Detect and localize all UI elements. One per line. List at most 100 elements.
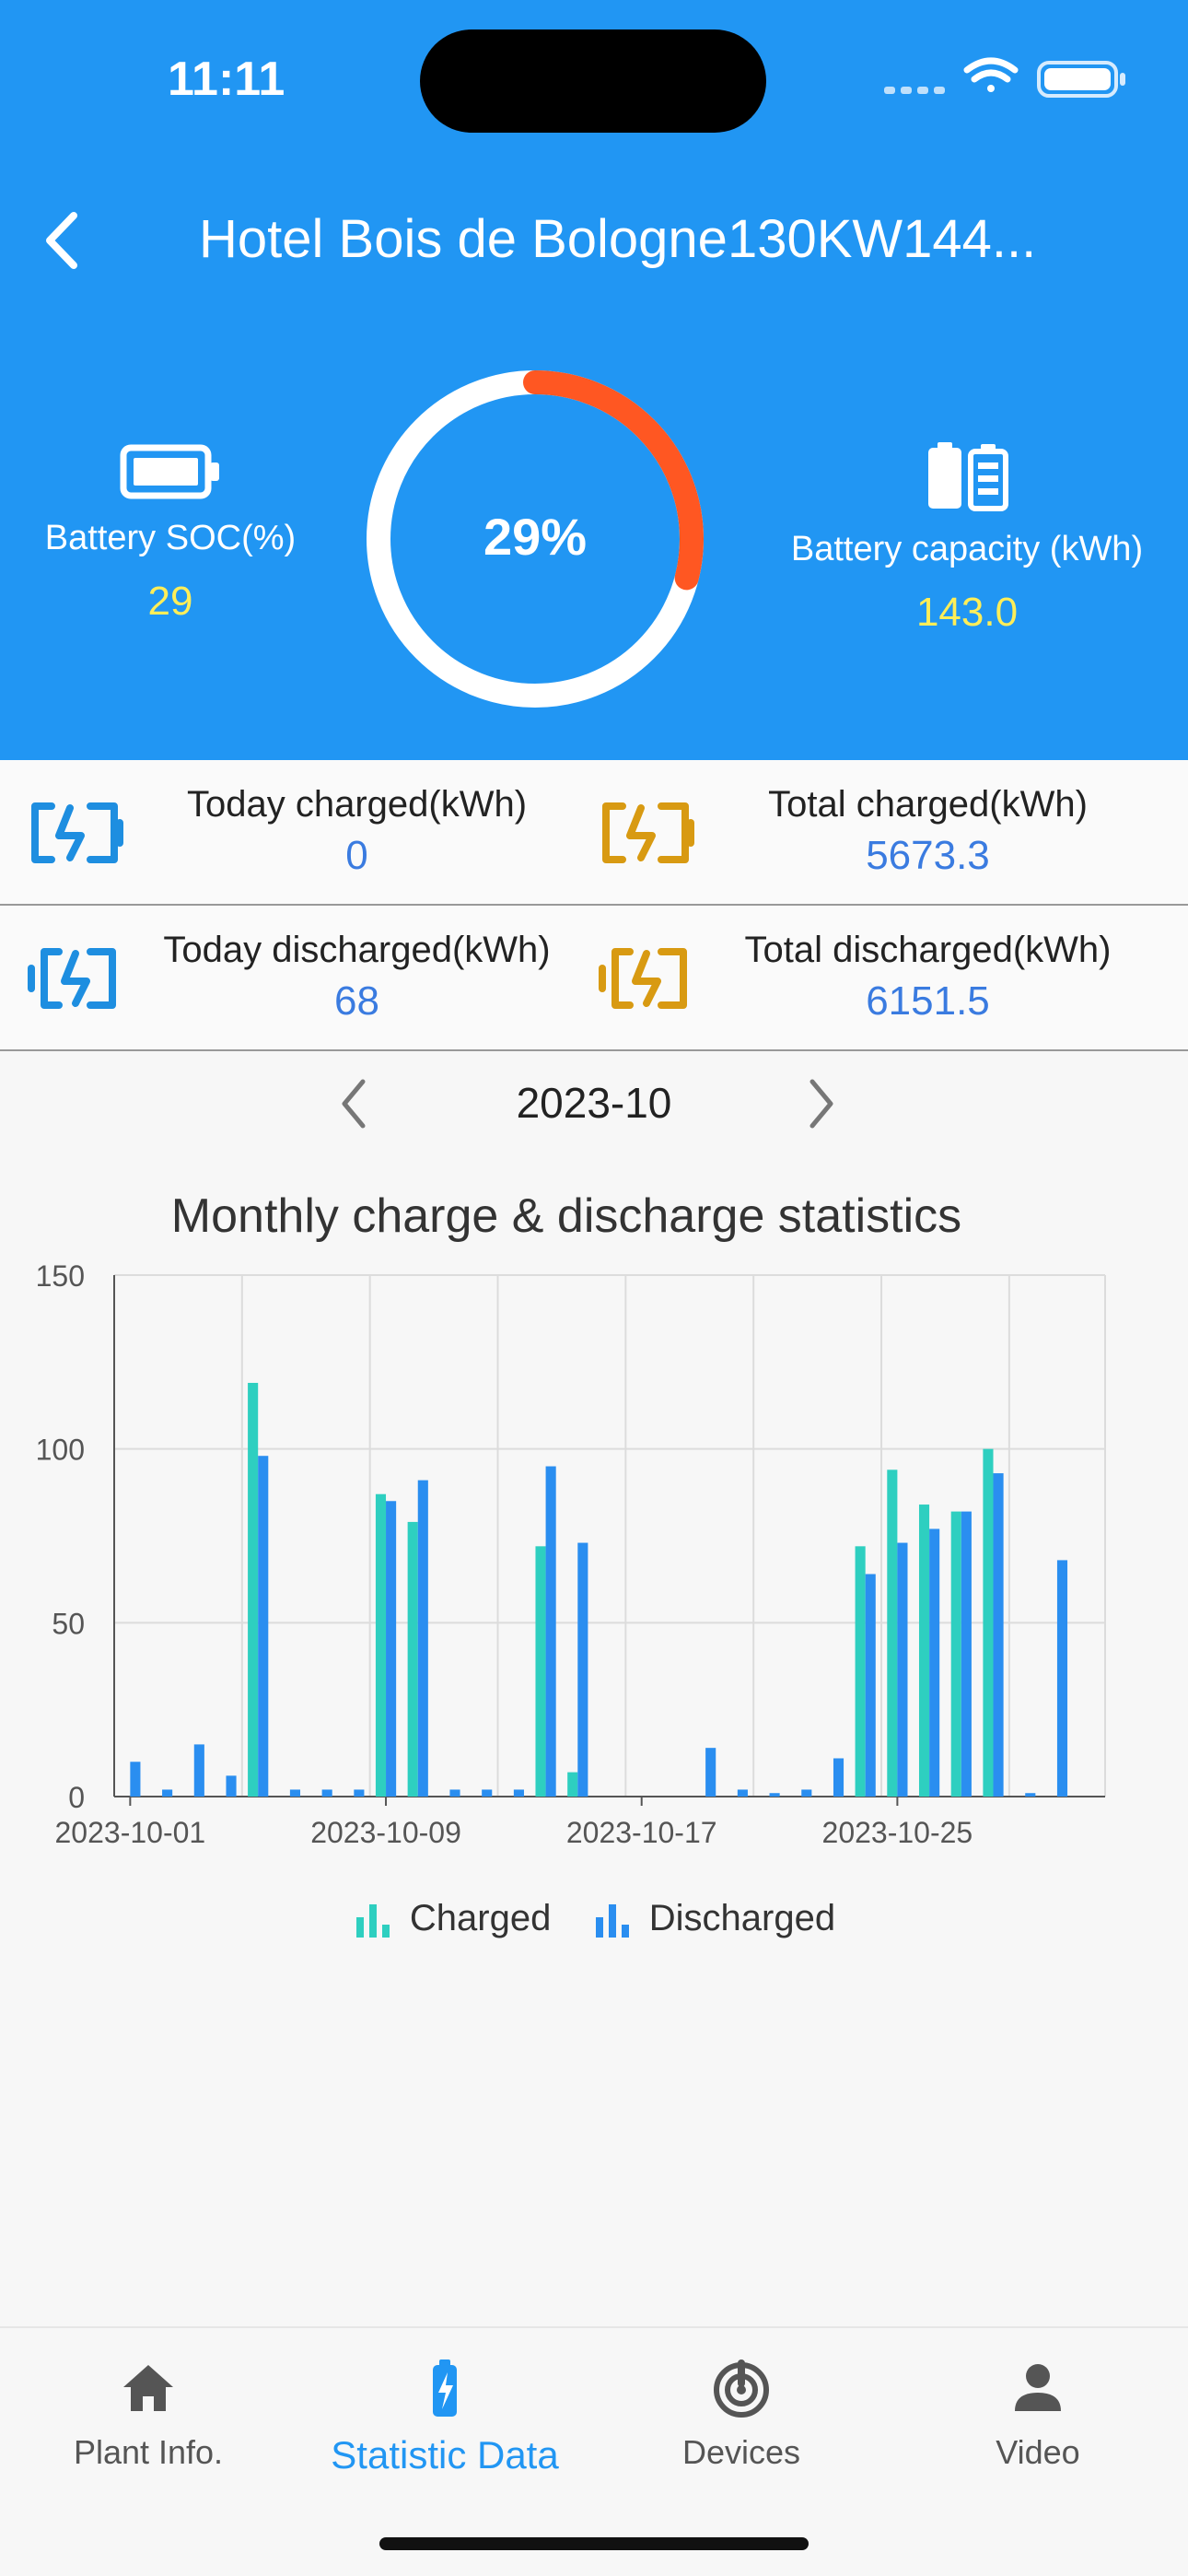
legend-charged[interactable]: Charged (353, 1898, 551, 1939)
energy-stats: Today charged(kWh) 0 Total charged(kWh) … (0, 760, 1188, 1051)
tab-plant-info-label: Plant Info. (73, 2433, 224, 2471)
bar-discharged-2023-10-08 (354, 1789, 365, 1797)
bar-charged-2023-10-10 (407, 1521, 418, 1797)
battery-status-icon (1037, 61, 1125, 98)
x-tick-label: 2023-10-01 (55, 1816, 206, 1849)
y-tick-label: 100 (36, 1434, 85, 1467)
chevron-right-icon (809, 1079, 833, 1129)
cellular-signal-icon (884, 87, 945, 94)
battery-discharge-icon (599, 948, 687, 1009)
bar-discharged-2023-10-28 (993, 1473, 1004, 1797)
today-charged-stat: Today charged(kWh) 0 (0, 760, 594, 904)
y-tick-label: 0 (68, 1781, 85, 1814)
bar-discharged-2023-10-02 (162, 1789, 173, 1797)
tab-video-label: Video (996, 2433, 1080, 2471)
tab-plant-info[interactable]: Plant Info. (0, 2356, 297, 2472)
tab-devices[interactable]: Devices (593, 2356, 890, 2472)
bar-discharged-2023-10-05 (258, 1456, 269, 1797)
charge-discharge-chart: 0 50 100 150 2023-10-01 2023-10-09 2023-10-17 2… (36, 1259, 1106, 1849)
bar-discharged-2023-10-11 (449, 1789, 460, 1797)
bar-chart-icon (595, 1903, 629, 1938)
y-tick-label: 150 (36, 1259, 85, 1293)
status-icons (884, 57, 1125, 98)
next-month-button[interactable] (798, 1076, 844, 1131)
bar-discharged-2023-10-12 (482, 1789, 493, 1797)
bar-charged-2023-10-26 (918, 1505, 930, 1797)
battery-soc-block: Battery SOC(%) 29 (18, 442, 322, 625)
x-tick-label: 2023-10-09 (310, 1816, 461, 1849)
bar-charged-2023-10-15 (567, 1772, 578, 1797)
status-time: 11:11 (168, 53, 285, 106)
dynamic-island (420, 29, 766, 133)
bar-discharged-2023-10-30 (1056, 1560, 1068, 1797)
previous-month-button[interactable] (332, 1076, 378, 1131)
bar-charged-2023-10-05 (248, 1382, 259, 1797)
bar-discharged-2023-10-26 (929, 1528, 940, 1797)
y-tick-label: 50 (52, 1607, 85, 1640)
wifi-icon (963, 57, 1019, 92)
x-tick-label: 2023-10-25 (822, 1816, 973, 1849)
person-icon (1015, 2364, 1061, 2411)
bar-charged-2023-10-09 (375, 1493, 387, 1797)
bar-discharged-2023-10-23 (833, 1758, 844, 1797)
legend-discharged[interactable]: Discharged (592, 1898, 835, 1939)
battery-capacity-block: Battery capacity (kWh) 143.0 (755, 442, 1179, 636)
stats-row-discharged: Today discharged(kWh) 68 Total discharge… (0, 906, 1188, 1051)
total-discharged-label: Total discharged(kWh) (744, 930, 1112, 970)
bar-discharged-2023-10-21 (769, 1793, 780, 1797)
bar-discharged-2023-10-04 (226, 1775, 237, 1797)
battery-soc-label: Battery SOC(%) (44, 519, 297, 557)
total-charged-label: Total charged(kWh) (768, 784, 1088, 825)
tab-statistic-data[interactable]: Statistic Data (297, 2356, 593, 2477)
month-navigator: 2023-10 (0, 1069, 1188, 1142)
bar-discharged-2023-10-25 (897, 1542, 908, 1797)
battery-capacity-value: 143.0 (915, 590, 1019, 635)
bar-discharged-2023-10-29 (1025, 1793, 1036, 1797)
tab-devices-label: Devices (681, 2433, 801, 2471)
bar-chart-icon (355, 1903, 390, 1938)
today-discharged-stat: Today discharged(kWh) 68 (0, 906, 594, 1049)
battery-charge-icon (602, 802, 694, 863)
today-charged-label: Today charged(kWh) (186, 784, 528, 825)
chart-title: Monthly charge & discharge statistics (170, 1189, 962, 1243)
bar-discharged-2023-10-13 (513, 1789, 524, 1797)
bar-discharged-2023-10-06 (289, 1789, 301, 1797)
chart-legend: Charged Discharged (0, 1898, 1188, 1944)
battery-soc-value: 29 (147, 579, 193, 624)
current-month-label[interactable]: 2023-10 (516, 1079, 672, 1127)
gauge-percent-label: 29% (483, 508, 587, 566)
gauge-fill (367, 370, 704, 708)
legend-charged-label: Charged (409, 1898, 552, 1938)
bar-discharged-2023-10-22 (801, 1789, 812, 1797)
page-title: Hotel Bois de Bologne130KW144... (199, 209, 1037, 269)
battery-pack-icon (928, 442, 1008, 511)
bar-discharged-2023-10-27 (961, 1511, 972, 1797)
bar-charged-2023-10-27 (950, 1511, 961, 1797)
bottom-tab-bar: Plant Info. Statistic Data Devices (0, 2326, 1188, 2576)
back-button[interactable] (37, 208, 92, 273)
bar-discharged-2023-10-15 (577, 1542, 588, 1797)
bar-discharged-2023-10-24 (865, 1574, 876, 1797)
chevron-left-icon (342, 1079, 366, 1129)
battery-discharge-icon (28, 948, 116, 1009)
bar-discharged-2023-10-19 (705, 1748, 716, 1797)
bar-charged-2023-10-14 (535, 1546, 546, 1797)
total-charged-stat: Total charged(kWh) 5673.3 (571, 760, 1165, 904)
bar-discharged-2023-10-03 (193, 1744, 204, 1797)
battery-bolt-icon (433, 2359, 457, 2417)
bar-charged-2023-10-24 (855, 1546, 866, 1797)
total-discharged-stat: Total discharged(kWh) 6151.5 (571, 906, 1165, 1049)
battery-charge-icon (31, 802, 123, 863)
x-tick-label: 2023-10-17 (566, 1816, 717, 1849)
soc-gauge: 29% (367, 370, 704, 708)
devices-icon (714, 2359, 769, 2418)
bar-discharged-2023-10-09 (386, 1501, 397, 1797)
tab-video[interactable]: Video (890, 2356, 1186, 2472)
bar-discharged-2023-10-10 (417, 1480, 428, 1797)
bar-discharged-2023-10-07 (321, 1789, 332, 1797)
battery-capacity-label: Battery capacity (kWh) (790, 530, 1144, 568)
total-charged-value: 5673.3 (866, 833, 990, 878)
today-discharged-label: Today discharged(kWh) (163, 930, 551, 970)
bar-discharged-2023-10-01 (130, 1762, 141, 1797)
home-icon (123, 2365, 173, 2411)
